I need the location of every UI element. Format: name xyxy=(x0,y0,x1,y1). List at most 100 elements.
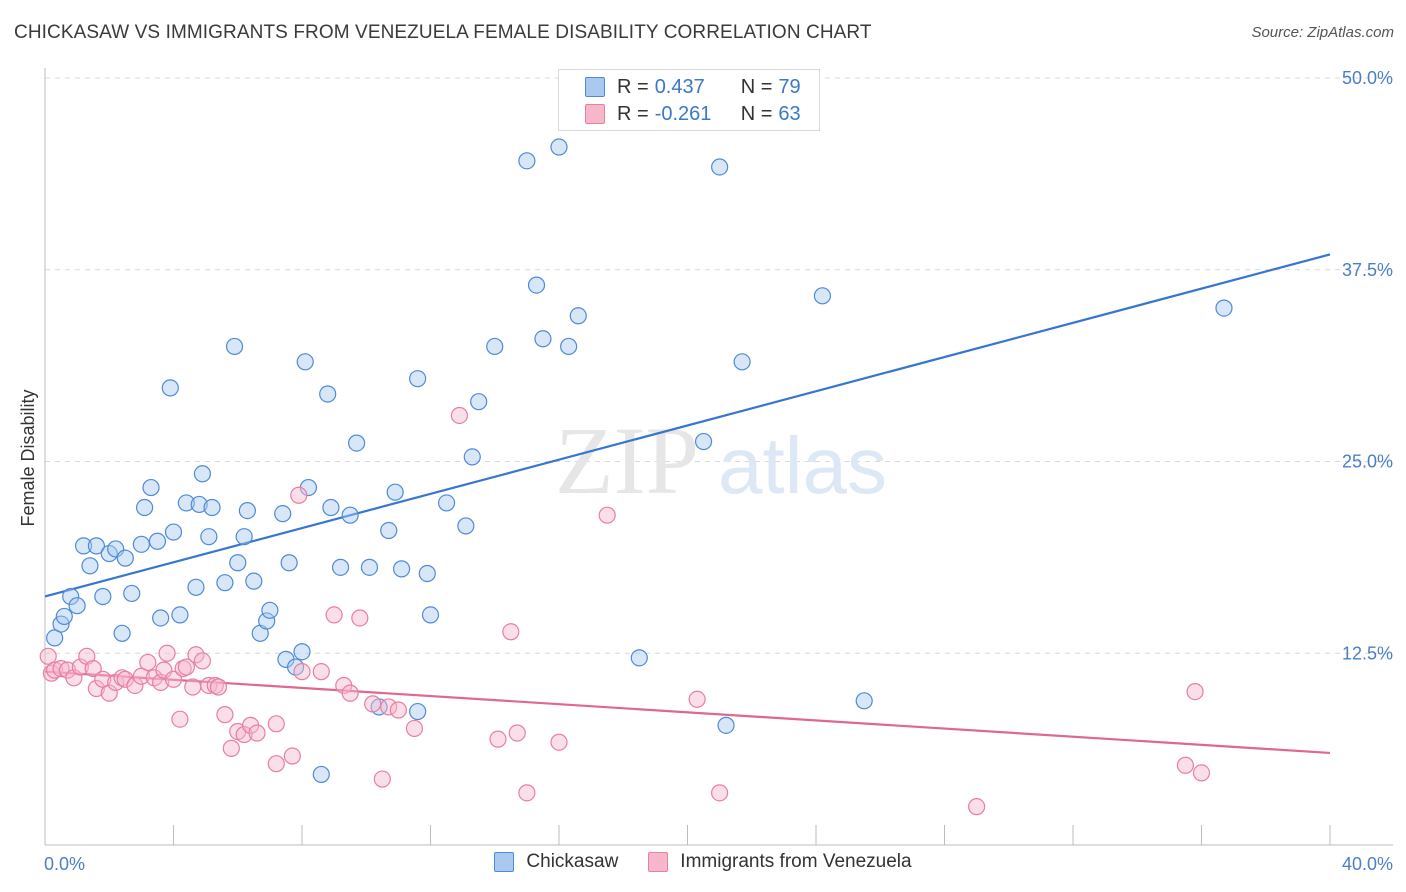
legend-swatch-chickasaw xyxy=(494,852,515,872)
chickasaw-point xyxy=(225,337,244,356)
source-label: Source: ZipAtlas.com xyxy=(1251,24,1394,41)
venezuela-point xyxy=(325,606,343,624)
tick-labels: 12.5% 25.0% 37.5% 50.0% 0.0% 40.0% xyxy=(44,68,1393,874)
chickasaw-point xyxy=(457,517,475,535)
chickasaw-point xyxy=(113,624,131,642)
venezuela-point xyxy=(158,644,176,662)
venezuela-point xyxy=(502,623,520,641)
venezuela-point xyxy=(235,725,253,744)
chickasaw-point xyxy=(238,501,256,520)
venezuela-point xyxy=(164,670,183,688)
venezuela-point xyxy=(267,755,285,773)
venezuela-point xyxy=(389,701,407,719)
legend-row-venezuela: R = -0.261 N = 63 xyxy=(585,101,801,127)
venezuela-point xyxy=(380,698,398,716)
chickasaw-point xyxy=(123,584,141,603)
chickasaw-point xyxy=(62,587,80,606)
chickasaw-point xyxy=(717,716,735,734)
venezuela-point xyxy=(52,659,70,678)
y-axis-label: Female Disability xyxy=(18,389,38,526)
venezuela-point xyxy=(177,658,195,676)
y-tick-label: 50.0% xyxy=(1342,68,1393,88)
venezuela-point xyxy=(550,733,568,751)
chickasaw-point xyxy=(813,287,832,305)
venezuela-point xyxy=(132,667,150,685)
chickasaw-point xyxy=(135,498,154,517)
chickasaw-point xyxy=(81,557,99,575)
venezuela-point xyxy=(139,653,157,672)
venezuela-point xyxy=(209,678,228,696)
chickasaw-point xyxy=(142,478,160,497)
chickasaw-point xyxy=(293,643,311,661)
chickasaw-point xyxy=(87,537,106,555)
venezuela-point xyxy=(87,679,106,698)
venezuela-point xyxy=(71,658,89,676)
chickasaw-point xyxy=(1215,299,1233,317)
chickasaw-point xyxy=(296,353,314,371)
chickasaw-point xyxy=(261,601,279,619)
legend-n-label: N = xyxy=(740,75,773,98)
legend-swatch-venezuela xyxy=(648,852,669,872)
venezuela-point xyxy=(373,770,391,788)
chickasaw-point xyxy=(94,587,112,606)
x-tick-label: 0.0% xyxy=(44,854,85,874)
data-points xyxy=(39,109,1233,816)
legend-n-value: 63 xyxy=(778,102,801,125)
chickasaw-point xyxy=(392,560,411,578)
venezuela-point xyxy=(1186,682,1204,701)
chickasaw-point xyxy=(518,152,536,170)
chickasaw-point xyxy=(319,385,337,403)
legend-item-venezuela: Immigrants from Venezuela xyxy=(648,851,912,873)
chickasaw-point xyxy=(694,432,713,451)
venezuela-point xyxy=(116,670,134,688)
chickasaw-point xyxy=(855,692,873,710)
chickasaw-point xyxy=(148,532,167,550)
venezuela-point xyxy=(508,724,526,742)
chickasaw-point xyxy=(348,434,366,452)
chickasaw-point xyxy=(216,574,234,592)
venezuela-point xyxy=(248,724,266,742)
venezuela-point xyxy=(283,747,301,765)
legend-r-value: 0.437 xyxy=(654,75,705,98)
chickasaw-point xyxy=(386,483,404,501)
legend-item-chickasaw: Chickasaw xyxy=(494,851,618,873)
venezuela-point xyxy=(100,684,118,702)
venezuela-point xyxy=(184,678,202,696)
chickasaw-point xyxy=(171,606,189,624)
chickasaw-point xyxy=(200,528,218,546)
legend-swatch-venezuela xyxy=(585,104,605,124)
venezuela-point xyxy=(598,506,616,524)
y-tick-label: 25.0% xyxy=(1342,452,1393,472)
venezuela-point xyxy=(187,646,205,664)
correlation-legend: R = 0.437 N = 79 R = -0.261 N = 63 xyxy=(558,69,820,131)
chickasaw-point xyxy=(229,554,247,572)
chickasaw-point xyxy=(527,276,546,294)
venezuela-point xyxy=(39,647,57,665)
chickasaw-point xyxy=(550,138,568,156)
chickasaw-point xyxy=(711,158,729,176)
venezuela-point xyxy=(193,652,212,670)
venezuela-point xyxy=(216,706,234,724)
chart-title: CHICKASAW VS IMMIGRANTS FROM VENEZUELA F… xyxy=(14,22,872,43)
chickasaw-point xyxy=(437,494,456,512)
venezuela-point xyxy=(351,609,369,627)
chickasaw-point xyxy=(733,353,751,371)
chickasaw-point xyxy=(164,523,183,541)
series-legend: Chickasaw Immigrants from Venezuela xyxy=(0,851,1406,873)
chickasaw-point xyxy=(534,330,552,348)
venezuela-point xyxy=(42,664,61,682)
chickasaw-point xyxy=(55,607,73,626)
venezuela-point xyxy=(290,486,308,504)
chickasaw-point xyxy=(569,307,587,325)
venezuela-point xyxy=(126,676,144,695)
chickasaw-point xyxy=(409,370,427,388)
venezuela-point xyxy=(267,715,285,733)
watermark-zip: ZIP xyxy=(555,407,699,514)
chickasaw-point xyxy=(421,606,440,624)
chickasaw-point xyxy=(418,564,436,583)
watermark-atlas: atlas xyxy=(718,421,887,510)
chickasaw-point xyxy=(258,612,276,630)
chickasaw-point xyxy=(331,558,350,576)
axes xyxy=(44,68,1393,846)
